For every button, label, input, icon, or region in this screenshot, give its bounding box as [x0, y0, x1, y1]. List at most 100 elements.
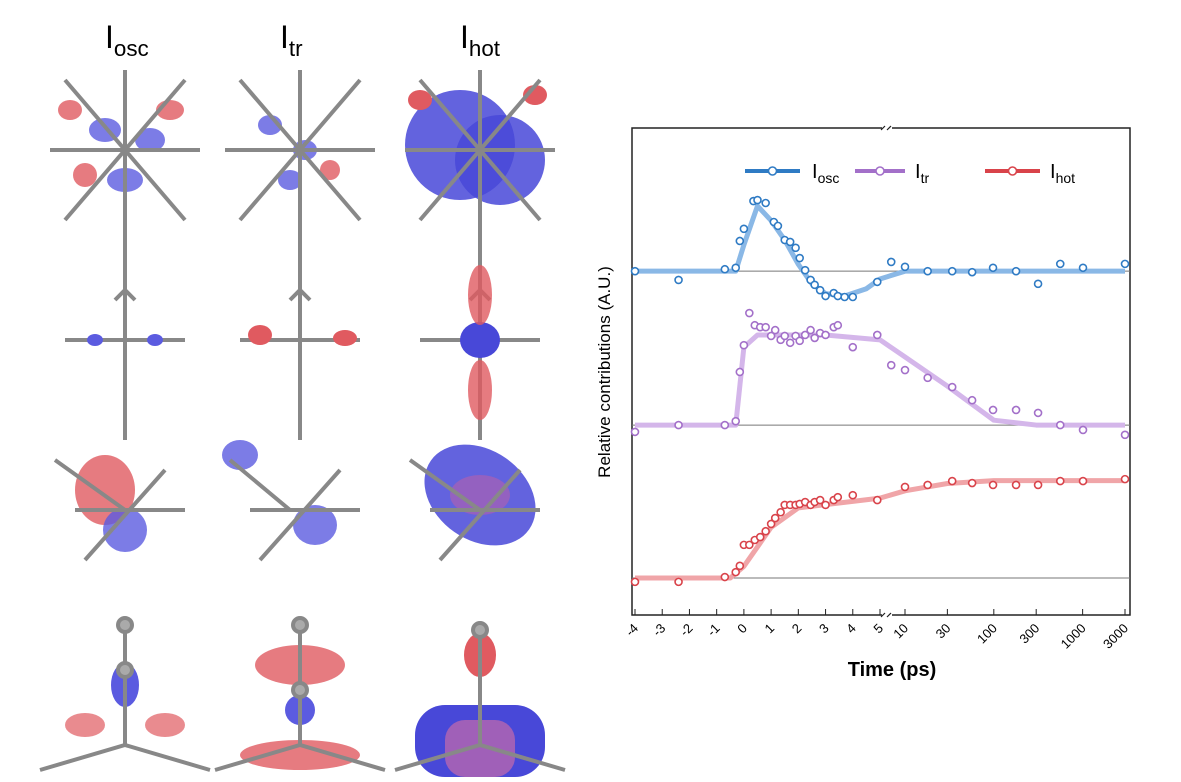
data-point [739, 340, 749, 350]
data-point [967, 478, 977, 488]
label-main: I [915, 161, 921, 183]
label: Iosc [105, 19, 149, 61]
label-main: I [105, 19, 114, 55]
plot-frame [631, 127, 1131, 616]
data-point [900, 365, 910, 375]
data-point [1078, 425, 1088, 435]
x-tick-label: 1000 [1058, 621, 1089, 652]
data-point [770, 513, 780, 523]
data-point [923, 266, 932, 276]
label-subscript: hot [1056, 170, 1076, 186]
x-tick-label: -2 [677, 621, 696, 640]
x-tick-label: 3 [816, 621, 832, 637]
molecule-column [214, 70, 386, 772]
data-point [785, 237, 795, 247]
fit-line [635, 332, 1125, 428]
data-point [840, 292, 849, 302]
x-tick-label: 3000 [1100, 621, 1131, 652]
data-point [731, 567, 741, 577]
data-point [923, 480, 932, 490]
data-point [848, 490, 858, 500]
data-point [761, 198, 770, 208]
data-point [806, 325, 815, 335]
data-point [1011, 405, 1021, 415]
data-point [821, 330, 830, 340]
data-point [872, 277, 882, 287]
x-tick-label: 1 [762, 621, 778, 637]
label-main: I [460, 19, 469, 55]
x-tick-label: -3 [650, 621, 669, 640]
data-point [947, 382, 957, 392]
data-point [947, 266, 957, 276]
data-point [872, 495, 882, 505]
data-point [630, 266, 640, 276]
data-point [766, 519, 776, 529]
data-point [674, 577, 683, 587]
data-point [1033, 408, 1043, 418]
data-point [833, 291, 843, 301]
molecule-column [394, 70, 566, 777]
data-point [1120, 430, 1130, 440]
x-tick-label: -4 [622, 621, 641, 640]
data-point [795, 253, 804, 263]
x-tick-label: -1 [704, 621, 723, 640]
data-point [739, 224, 749, 234]
data-point [776, 507, 785, 517]
axis-break [880, 122, 892, 621]
label-subscript: hot [469, 36, 501, 61]
data-point [630, 577, 640, 587]
data-point [755, 532, 765, 542]
data-point [731, 263, 741, 273]
data-point [815, 495, 825, 505]
data-point [761, 322, 770, 332]
data-point [735, 236, 745, 246]
data-point [900, 262, 910, 272]
data-point [967, 395, 977, 405]
data-point [947, 476, 957, 486]
label-main: I [812, 161, 818, 183]
label: Itr [915, 161, 929, 186]
label-main: I [280, 19, 289, 55]
label: Ihot [460, 19, 501, 61]
data-point [785, 338, 795, 348]
label-subscript: osc [114, 36, 149, 61]
x-tick-label: 0 [734, 621, 750, 637]
data-point [988, 405, 998, 415]
data-point [720, 572, 730, 582]
x-axis-label: Time (ps) [848, 659, 937, 681]
molecule-column [39, 70, 211, 772]
data-point [720, 264, 730, 274]
data-point [848, 292, 858, 302]
data-point [745, 540, 754, 550]
molecule-renderings [39, 70, 566, 777]
legend-marker [1007, 166, 1018, 176]
x-tick-label: 100 [974, 621, 1000, 647]
label: Itr [280, 19, 303, 61]
label-subscript: osc [818, 170, 840, 186]
legend-marker [875, 166, 885, 176]
data-point [1055, 259, 1065, 269]
data-point [761, 526, 770, 536]
data-point [821, 500, 830, 510]
data-point [773, 221, 783, 231]
data-point [872, 330, 882, 340]
data-point [766, 331, 776, 341]
data-point [1033, 279, 1043, 289]
data-point [833, 492, 843, 502]
x-tick-label: 2 [789, 621, 805, 637]
panel-titles: Iosc Itr Ihot [105, 19, 501, 61]
data-point [988, 480, 998, 490]
data-point [1011, 480, 1021, 490]
data-point [731, 416, 741, 426]
x-tick-label: 4 [843, 621, 859, 637]
data-point [1120, 259, 1130, 269]
data-point [1055, 420, 1065, 430]
data-point [630, 427, 640, 437]
data-point [745, 308, 754, 318]
data-point [1078, 476, 1088, 486]
data-point [821, 291, 830, 301]
data-point [674, 420, 683, 430]
